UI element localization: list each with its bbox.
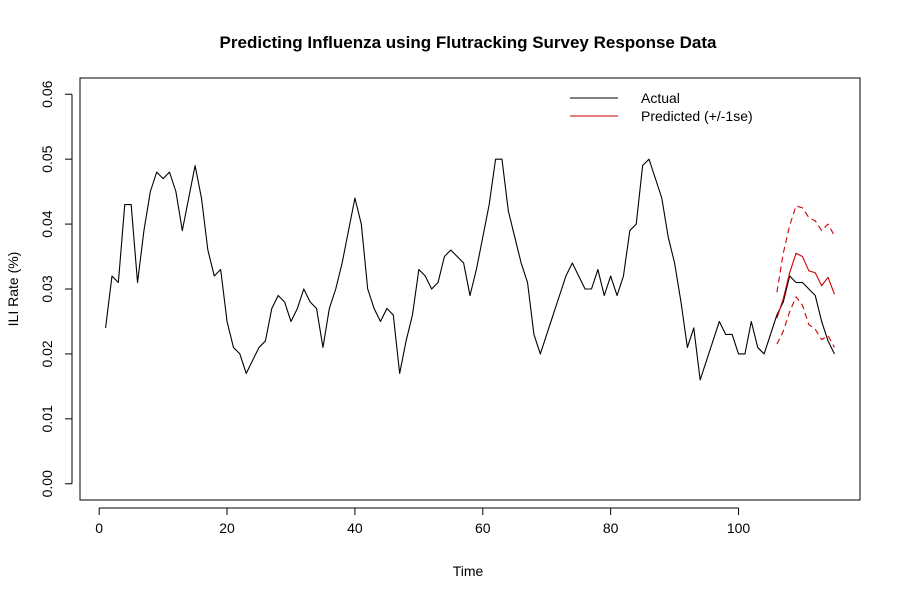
- y-tick-label: 0.04: [39, 210, 55, 237]
- plot-area-frame: [79, 77, 861, 501]
- y-tick-label: 0.05: [39, 145, 55, 172]
- chart-title: Predicting Influenza using Flutracking S…: [220, 33, 717, 52]
- x-tick-label: 0: [95, 520, 103, 536]
- series-line-upper-1se: [776, 205, 835, 293]
- series-line-lower-1se: [776, 296, 835, 348]
- x-tick-label: 100: [727, 520, 751, 536]
- x-axis-label: Time: [453, 563, 484, 579]
- x-tick-label: 40: [347, 520, 363, 536]
- y-axis: 0.00 0.01 0.02 0.03 0.04 0.05 0.06: [39, 80, 73, 497]
- y-tick-label: 0.03: [39, 275, 55, 302]
- y-axis-label: ILI Rate (%): [5, 252, 21, 327]
- y-tick-label: 0.06: [39, 80, 55, 107]
- legend-label-predicted: Predicted (+/-1se): [641, 108, 753, 124]
- y-tick-label: 0.01: [39, 405, 55, 432]
- series-layer: [105, 158, 835, 381]
- x-tick-label: 20: [219, 520, 235, 536]
- series-line-predicted-1se: [776, 252, 835, 319]
- x-tick-label: 80: [603, 520, 619, 536]
- y-tick-label: 0.00: [39, 470, 55, 497]
- legend: Actual Predicted (+/-1se): [570, 90, 753, 124]
- x-axis: 0 20 40 60 80 100: [95, 507, 751, 536]
- series-line-actual: [105, 158, 835, 381]
- y-tick-label: 0.02: [39, 340, 55, 367]
- legend-label-actual: Actual: [641, 90, 680, 106]
- x-tick-label: 60: [475, 520, 491, 536]
